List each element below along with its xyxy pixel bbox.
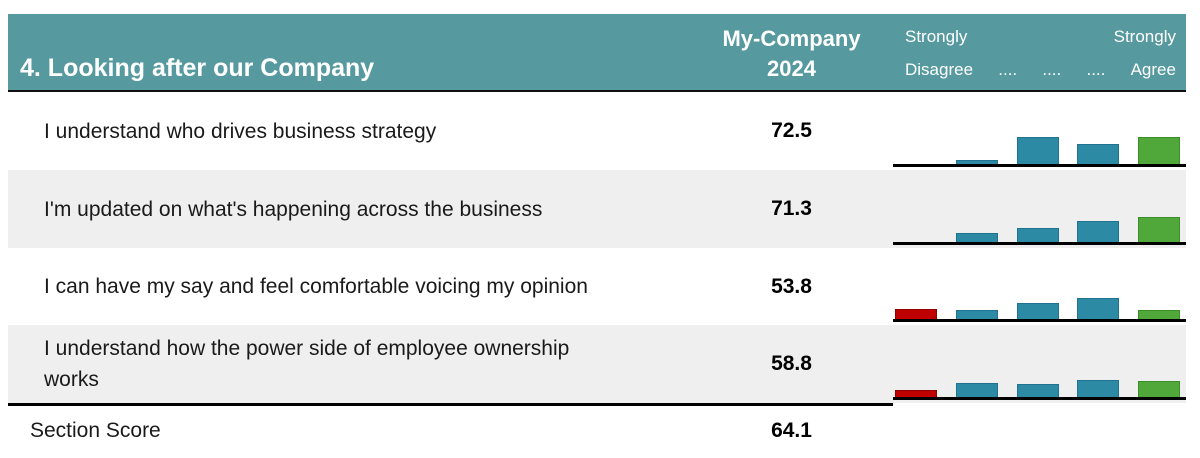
likert-dots-2: ....: [1042, 60, 1062, 79]
section-title: 4. Looking after our Company: [20, 54, 375, 82]
question-row: I understand how the power side of emplo…: [8, 325, 1186, 403]
likert-header-line1: Strongly Strongly: [905, 27, 1176, 47]
likert-bar-2: [955, 310, 998, 319]
question-score: 58.8: [771, 352, 812, 375]
section-score-row: Section Score 64.1: [8, 403, 1186, 455]
likert-bar-4: [1077, 144, 1120, 164]
question-score: 72.5: [771, 119, 812, 142]
likert-chart-cell: [893, 325, 1186, 403]
likert-bar-1: [895, 309, 937, 319]
likert-distribution-chart: [893, 358, 1186, 400]
question-score: 71.3: [771, 197, 812, 220]
question-score: 53.8: [771, 274, 812, 298]
likert-bar-3: [1016, 228, 1059, 242]
section-score-empty-cell: [893, 403, 1186, 455]
likert-bar-2: [955, 383, 998, 397]
likert-bar-3: [1016, 303, 1059, 319]
likert-agree-label: Agree: [1130, 60, 1176, 79]
survey-section-table: 4. Looking after our Company My-Company …: [8, 14, 1186, 455]
likert-bar-3: [1016, 384, 1059, 397]
likert-disagree-label: Disagree: [905, 60, 974, 79]
score-column-header-line1: My-Company: [722, 26, 861, 51]
likert-bar-5: [1138, 381, 1180, 397]
section-score-value: 64.1: [690, 403, 893, 455]
question-row: I'm updated on what's happening across t…: [8, 170, 1186, 248]
question-row: I understand who drives business strateg…: [8, 92, 1186, 170]
question-text: I can have my say and feel comfortable v…: [44, 275, 588, 298]
likert-header-line2: Disagree .... .... .... Agree: [905, 60, 1176, 80]
question-text: I'm updated on what's happening across t…: [44, 197, 543, 221]
likert-chart-cell: [893, 170, 1186, 248]
likert-distribution-chart: [893, 125, 1186, 167]
likert-bar-2: [955, 160, 998, 164]
likert-bar-3: [1016, 137, 1059, 164]
likert-scale-header: Strongly Strongly Disagree .... .... ...…: [893, 14, 1186, 90]
likert-dots-3: ....: [1086, 60, 1106, 79]
likert-bar-2: [955, 233, 998, 242]
likert-distribution-chart: [893, 203, 1186, 245]
likert-strongly-left-label: Strongly: [905, 27, 968, 46]
question-text: I understand how the power side of emplo…: [44, 337, 570, 391]
question-row: I can have my say and feel comfortable v…: [8, 248, 1186, 325]
likert-chart-cell: [893, 248, 1186, 325]
likert-distribution-chart: [893, 280, 1186, 322]
score-column-header-line2: 2024: [767, 56, 816, 81]
table-header-row: 4. Looking after our Company My-Company …: [8, 14, 1186, 92]
likert-bar-4: [1077, 380, 1120, 397]
likert-chart-cell: [893, 92, 1186, 170]
question-text: I understand who drives business strateg…: [44, 119, 437, 143]
likert-dots-1: ....: [998, 60, 1018, 79]
likert-bar-4: [1077, 221, 1120, 242]
likert-bar-4: [1077, 298, 1120, 319]
section-score-label-cell: Section Score: [8, 403, 690, 455]
section-score-label: Section Score: [30, 418, 161, 442]
likert-bar-5: [1138, 137, 1180, 164]
likert-strongly-right-label: Strongly: [1113, 27, 1176, 46]
likert-bar-1: [895, 390, 937, 397]
likert-bar-5: [1138, 217, 1180, 242]
likert-bar-5: [1138, 310, 1180, 319]
score-column-header: My-Company 2024: [690, 20, 893, 84]
